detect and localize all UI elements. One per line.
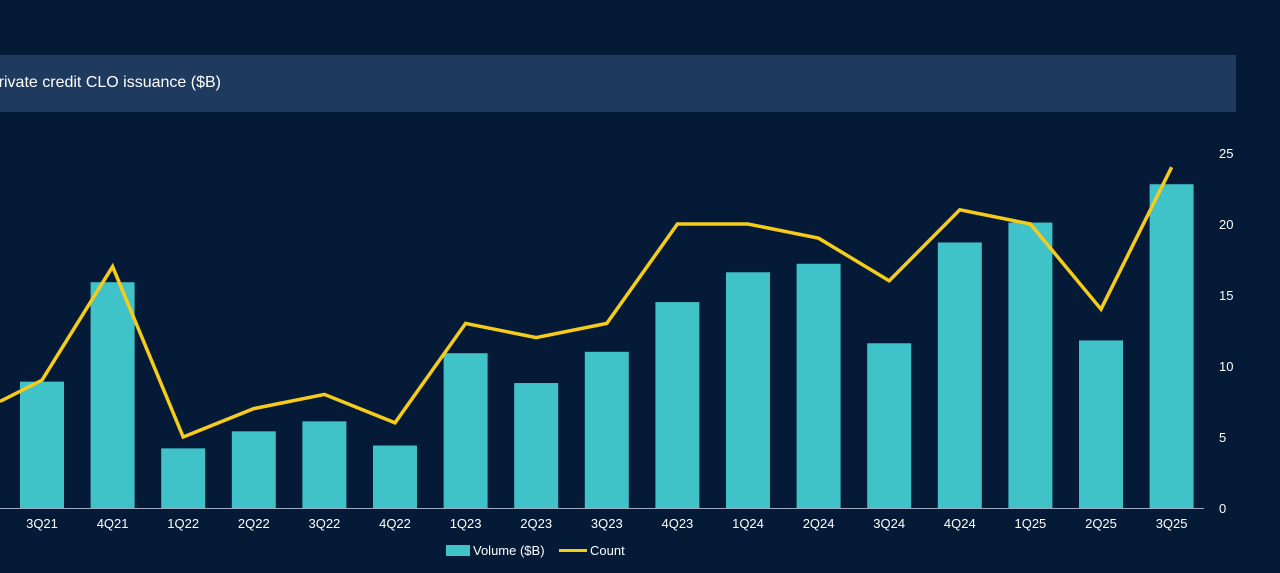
x-tick-label: 2Q22 (238, 516, 270, 531)
chart-title-bar: Private credit CLO issuance ($B) (0, 55, 1236, 112)
count-line (0, 166, 1174, 440)
x-tick-label: 3Q25 (1156, 516, 1188, 531)
legend-label-volume: Volume ($B) (473, 543, 545, 558)
bar-3Q23 (584, 351, 629, 508)
chart-title: Private credit CLO issuance ($B) (0, 74, 221, 91)
y-tick-label: 5 (1219, 430, 1226, 445)
bar-1Q22 (161, 448, 206, 508)
x-tick-label: 3Q21 (26, 516, 58, 531)
x-tick-label: 4Q22 (379, 516, 411, 531)
bar-2Q25 (1079, 340, 1123, 508)
volume-bars (20, 184, 1194, 509)
x-tick-label: 4Q23 (661, 516, 693, 531)
x-tick-label: 3Q24 (873, 516, 905, 531)
x-tick-label: 1Q24 (732, 516, 764, 531)
bar-1Q24 (726, 272, 770, 508)
x-tick-label: 4Q24 (944, 516, 976, 531)
bar-4Q24 (937, 242, 982, 508)
y-tick-label: 0 (1219, 501, 1226, 516)
bar-3Q24 (867, 343, 912, 508)
legend-swatch-volume (446, 545, 470, 556)
x-tick-label: 3Q23 (591, 516, 623, 531)
y-axis-labels: 0 5 10 15 20 25 (1219, 146, 1233, 516)
y-tick-label: 15 (1219, 288, 1233, 303)
x-tick-label: 1Q25 (1014, 516, 1046, 531)
x-tick-label: 2Q23 (520, 516, 552, 531)
bar-3Q21 (20, 381, 64, 508)
y-tick-label: 20 (1219, 217, 1233, 232)
bar-4Q22 (373, 445, 417, 508)
legend-label-count: Count (590, 543, 625, 558)
x-axis-labels: 3Q21 4Q21 1Q22 2Q22 3Q22 4Q22 1Q23 2Q23 3Q23 4Q23… (26, 516, 1187, 531)
bar-1Q25 (1008, 222, 1053, 508)
x-tick-label: 2Q25 (1085, 516, 1117, 531)
legend: Volume ($B) Count (446, 543, 625, 558)
x-tick-label: 1Q23 (450, 516, 482, 531)
bar-3Q22 (302, 421, 347, 508)
y-tick-label: 10 (1219, 359, 1233, 374)
y-tick-label: 25 (1219, 146, 1233, 161)
count-line-layer (0, 166, 1174, 440)
x-tick-label: 3Q22 (308, 516, 340, 531)
bar-3Q25 (1149, 184, 1194, 509)
bar-1Q23 (443, 353, 488, 508)
bar-2Q24 (796, 263, 841, 508)
bar-2Q23 (514, 383, 559, 508)
x-tick-label: 4Q21 (97, 516, 129, 531)
bar-2Q22 (231, 431, 276, 508)
x-tick-label: 2Q24 (803, 516, 835, 531)
x-tick-label: 1Q22 (167, 516, 199, 531)
bar-4Q23 (655, 302, 700, 508)
bar-4Q21 (90, 282, 135, 508)
